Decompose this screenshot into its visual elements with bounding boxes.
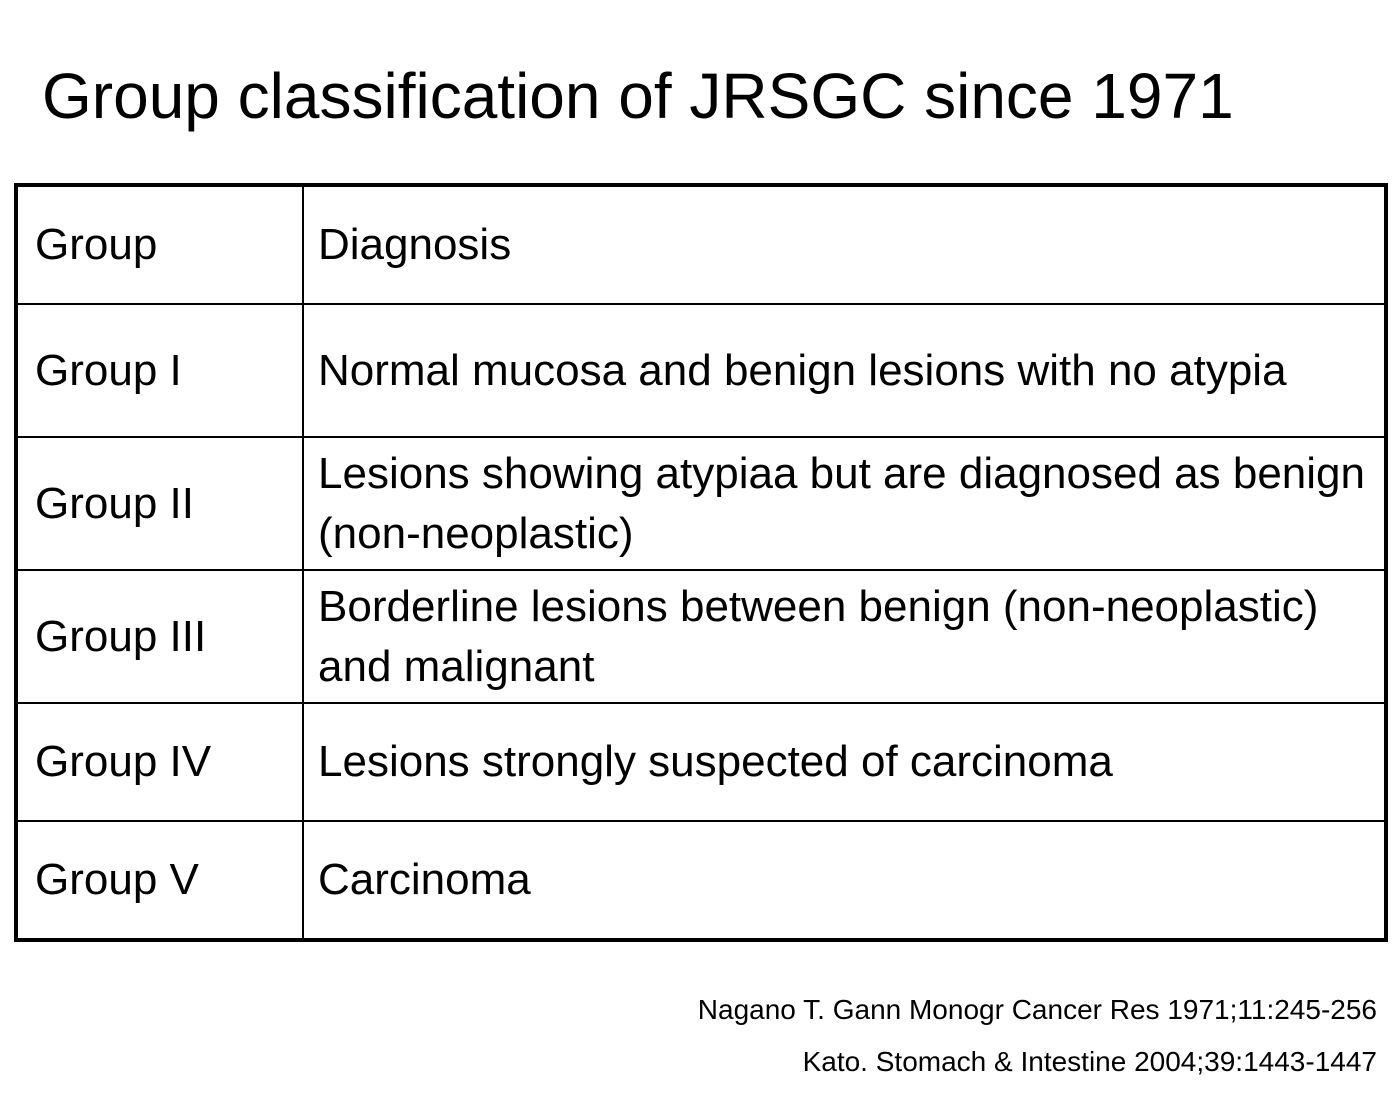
table-row: Group V Carcinoma <box>15 820 1387 941</box>
table-row: Group III Borderline lesions between ben… <box>15 569 1387 704</box>
classification-table: Group Diagnosis Group I Normal mucosa an… <box>14 183 1388 942</box>
column-header-group: Group <box>15 184 304 305</box>
citation-nagano: Nagano T. Gann Monogr Cancer Res 1971;11… <box>697 994 1377 1025</box>
group-cell: Group II <box>15 436 304 571</box>
diagnosis-cell: Lesions strongly suspected of carcinoma <box>302 702 1387 822</box>
diagnosis-cell: Borderline lesions between benign (non-n… <box>302 569 1387 704</box>
table-row: Group I Normal mucosa and benign lesions… <box>15 303 1387 438</box>
column-header-diagnosis: Diagnosis <box>302 184 1387 305</box>
table-header-row: Group Diagnosis <box>15 184 1387 305</box>
group-cell: Group IV <box>15 702 304 822</box>
diagnosis-cell: Carcinoma <box>302 820 1387 941</box>
group-cell: Group III <box>15 569 304 704</box>
citation-kato: Kato. Stomach & Intestine 2004;39:1443-1… <box>802 1046 1377 1077</box>
page-title: Group classification of JRSGC since 1971 <box>42 60 1234 132</box>
citations: Nagano T. Gann Monogr Cancer Res 1971;11… <box>698 984 1377 1088</box>
table-row: Group II Lesions showing atypiaa but are… <box>15 436 1387 571</box>
diagnosis-cell: Lesions showing atypiaa but are diagnose… <box>302 436 1387 571</box>
diagnosis-cell: Normal mucosa and benign lesions with no… <box>302 303 1387 438</box>
table-row: Group IV Lesions strongly suspected of c… <box>15 702 1387 822</box>
group-cell: Group V <box>15 820 304 941</box>
group-cell: Group I <box>15 303 304 438</box>
